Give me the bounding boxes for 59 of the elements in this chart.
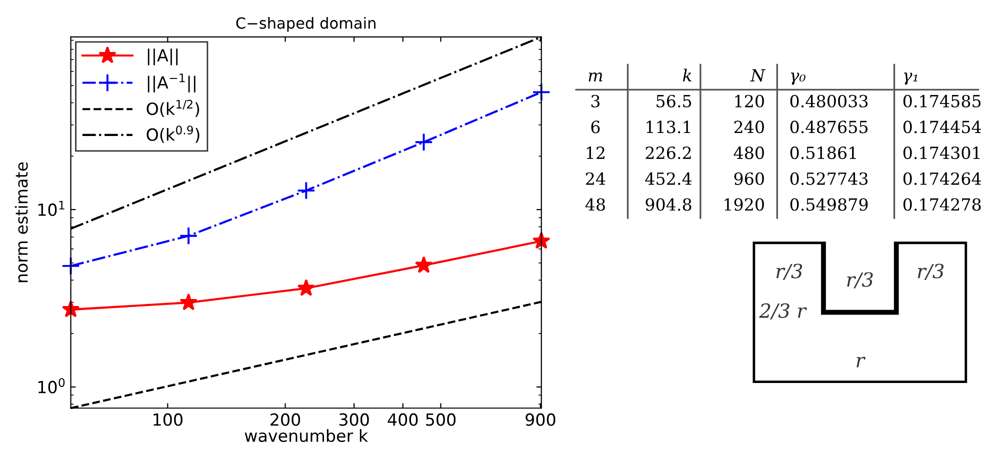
- legend-label: O(k$^{1/2}$): [146, 100, 200, 118]
- x-tick-label: 200: [270, 413, 300, 426]
- y-tick-label: 10$^{1}$: [38, 200, 64, 216]
- text: 0.487655: [790, 120, 868, 134]
- point: [179, 226, 198, 246]
- text: 120: [735, 94, 764, 108]
- text: 0.174454: [903, 120, 982, 134]
- category-label: N: [750, 69, 766, 82]
- point: [61, 256, 80, 276]
- text: 56.5: [656, 94, 692, 108]
- text: 0.527743: [790, 172, 868, 185]
- text: 1920: [724, 198, 764, 211]
- text: 480: [734, 146, 764, 160]
- legend-label: ||A$^{−1}$||: [148, 74, 196, 92]
- legend-label: O(k$^{0.9}$): [146, 126, 200, 143]
- point: [297, 278, 316, 296]
- text: 48: [585, 198, 605, 211]
- text: r/3: [918, 264, 944, 280]
- text: 6: [591, 120, 600, 134]
- text: 0.480033: [790, 94, 868, 108]
- text: r/3: [776, 264, 802, 280]
- text: 240: [734, 120, 764, 134]
- text: r: [856, 356, 866, 368]
- point: [532, 232, 550, 249]
- text: 0.51861: [790, 146, 856, 160]
- x-tick-label: 300: [339, 413, 369, 426]
- point: [414, 132, 434, 152]
- category-label: γ₀: [790, 72, 806, 85]
- text: 904.8: [646, 198, 692, 211]
- x-tick-label: 900: [526, 413, 556, 426]
- text: 12: [586, 146, 604, 159]
- point: [180, 293, 198, 310]
- x-tick-label: 500: [426, 413, 456, 426]
- x-tick-label: 400: [388, 413, 418, 426]
- text: 24: [586, 172, 606, 185]
- category-label: k: [682, 68, 692, 82]
- text: 226.2: [646, 146, 691, 160]
- text: 0.174278: [903, 198, 981, 211]
- point: [532, 82, 551, 102]
- x-tick-label: 100: [154, 413, 182, 426]
- point: [414, 256, 433, 274]
- point: [296, 181, 316, 200]
- category-label: m: [588, 72, 602, 82]
- text: 3: [591, 94, 600, 108]
- text: 113.1: [646, 120, 690, 134]
- text: r/3: [847, 272, 873, 288]
- legend-label: ||A||: [148, 48, 178, 66]
- text: 452.4: [645, 172, 692, 185]
- y-tick-label: 10$^{0}$: [38, 378, 65, 394]
- text: 2/3 r: [759, 303, 807, 320]
- x-axis-title: wavenumber k: [244, 429, 368, 442]
- category-label: γ₁: [904, 72, 918, 85]
- text: 0.174585: [903, 94, 981, 108]
- y-axis-title: norm estimate: [14, 162, 28, 282]
- chart-title: C−shaped domain: [236, 16, 376, 32]
- text: 0.174301: [903, 146, 980, 160]
- text: 960: [734, 172, 764, 185]
- text: 0.174264: [903, 172, 982, 185]
- text: 0.549879: [790, 198, 868, 211]
